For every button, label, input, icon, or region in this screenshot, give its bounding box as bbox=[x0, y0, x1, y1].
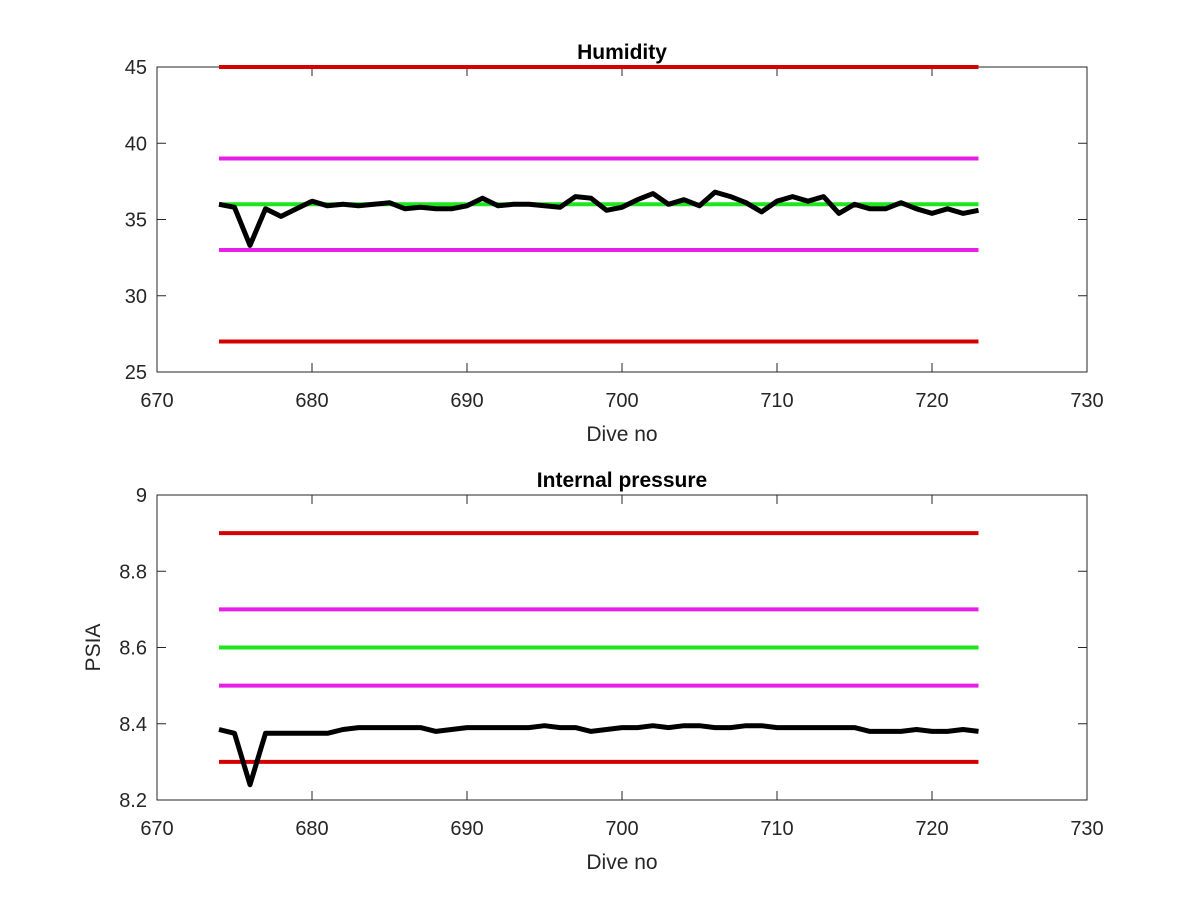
x-tick-label: 700 bbox=[605, 818, 638, 840]
y-tick-label: 35 bbox=[125, 210, 147, 232]
y-tick-label: 45 bbox=[125, 57, 147, 79]
x-tick-label: 680 bbox=[295, 818, 328, 840]
plot-title: Internal pressure bbox=[537, 469, 707, 492]
y-tick-label: 25 bbox=[125, 362, 147, 384]
y-tick-label: 8.2 bbox=[119, 790, 147, 812]
x-tick-label: 690 bbox=[450, 390, 483, 412]
x-tick-label: 730 bbox=[1070, 390, 1103, 412]
subplot-1: 670 680 690 700 710 720 730 25 30 35 40 45 Humidity D… bbox=[125, 41, 1104, 446]
x-tick-label: 700 bbox=[605, 390, 638, 412]
x-axis-label: Dive no bbox=[586, 851, 657, 874]
x-tick-label: 670 bbox=[140, 818, 173, 840]
y-axis-label: PSIA bbox=[82, 624, 105, 672]
data-series-line bbox=[218, 189, 979, 248]
x-tick-label: 720 bbox=[915, 390, 948, 412]
data-series-line bbox=[218, 723, 979, 788]
x-tick-label: 730 bbox=[1070, 818, 1103, 840]
x-tick-label: 710 bbox=[760, 390, 793, 412]
x-tick-label: 710 bbox=[760, 818, 793, 840]
subplot-2: 670 680 690 700 710 720 730 8.2 8.4 8.6 8.8 9 Intern… bbox=[82, 469, 1104, 874]
y-tick-label: 8.4 bbox=[119, 714, 147, 736]
y-tick-label: 9 bbox=[136, 485, 147, 507]
y-tick-label: 30 bbox=[125, 286, 147, 308]
x-tick-label: 690 bbox=[450, 818, 483, 840]
y-tick-label: 8.8 bbox=[119, 561, 147, 583]
axes-box bbox=[156, 66, 1088, 373]
plot-title: Humidity bbox=[577, 41, 667, 64]
x-tick-label: 670 bbox=[140, 390, 173, 412]
x-tick-label: 680 bbox=[295, 390, 328, 412]
x-tick-label: 720 bbox=[915, 818, 948, 840]
x-axis-label: Dive no bbox=[586, 423, 657, 446]
y-tick-label: 8.6 bbox=[119, 638, 147, 660]
y-tick-label: 40 bbox=[125, 133, 147, 155]
